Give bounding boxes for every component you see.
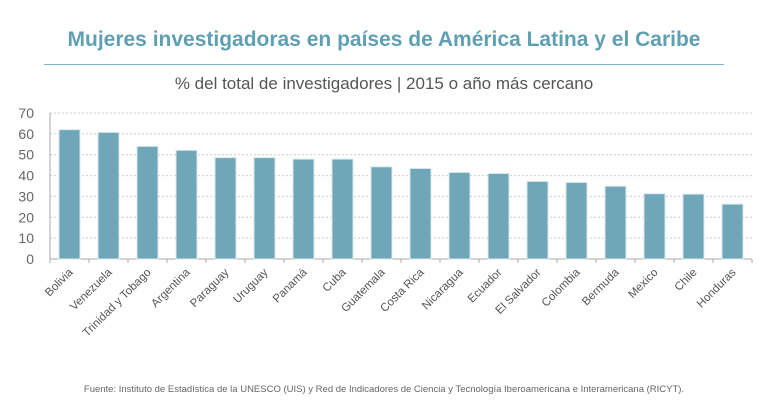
- y-tick-label: 30: [18, 188, 34, 204]
- bar: [214, 157, 237, 260]
- x-tick-label: Bolivia: [43, 266, 76, 299]
- bar: [370, 166, 393, 260]
- bar: [526, 180, 549, 260]
- bar: [565, 181, 588, 260]
- bar: [253, 157, 276, 260]
- bar: [97, 131, 120, 260]
- x-tick-label: Panamá: [271, 266, 310, 305]
- x-tick-label: Bermuda: [580, 266, 622, 308]
- title-divider: [44, 64, 724, 65]
- x-tick-label: Honduras: [695, 266, 739, 310]
- x-tick-label: Chile: [673, 267, 700, 294]
- y-tick-label: 0: [26, 251, 34, 267]
- y-tick-label: 20: [18, 209, 34, 225]
- x-tick-label: Trinidad y Tobago: [81, 267, 154, 340]
- y-tick-label: 10: [18, 230, 34, 246]
- x-tick-label: Colombia: [540, 266, 583, 309]
- bar: [604, 185, 627, 260]
- y-tick-label: 70: [18, 105, 34, 121]
- bar: [175, 149, 198, 260]
- bar: [721, 203, 744, 260]
- bar: [682, 193, 705, 260]
- x-tick-label: Uruguay: [231, 266, 270, 305]
- bar: [58, 129, 81, 260]
- chart-subtitle: % del total de investigadores | 2015 o a…: [174, 74, 594, 93]
- x-tick-label: Mexico: [626, 267, 660, 301]
- bar: [331, 158, 354, 260]
- x-tick-label: Cuba: [321, 266, 349, 294]
- y-tick-label: 50: [18, 147, 34, 163]
- bar: [448, 171, 471, 260]
- x-tick-label: Ecuador: [466, 267, 505, 306]
- chart-title: Mujeres investigadoras en países de Amér…: [67, 28, 701, 51]
- bar: [409, 167, 432, 260]
- bar: [136, 145, 159, 260]
- x-tick-label: Paraguay: [188, 266, 231, 309]
- source-note: Fuente: Instituto de Estadística de la U…: [83, 384, 685, 395]
- x-tick-label: Nicaragua: [420, 266, 466, 312]
- bar: [292, 158, 315, 260]
- bar: [487, 172, 510, 260]
- x-tick-label: Argentina: [149, 266, 193, 310]
- y-tick-label: 40: [18, 168, 34, 184]
- bar: [643, 193, 666, 260]
- y-tick-label: 60: [18, 126, 34, 142]
